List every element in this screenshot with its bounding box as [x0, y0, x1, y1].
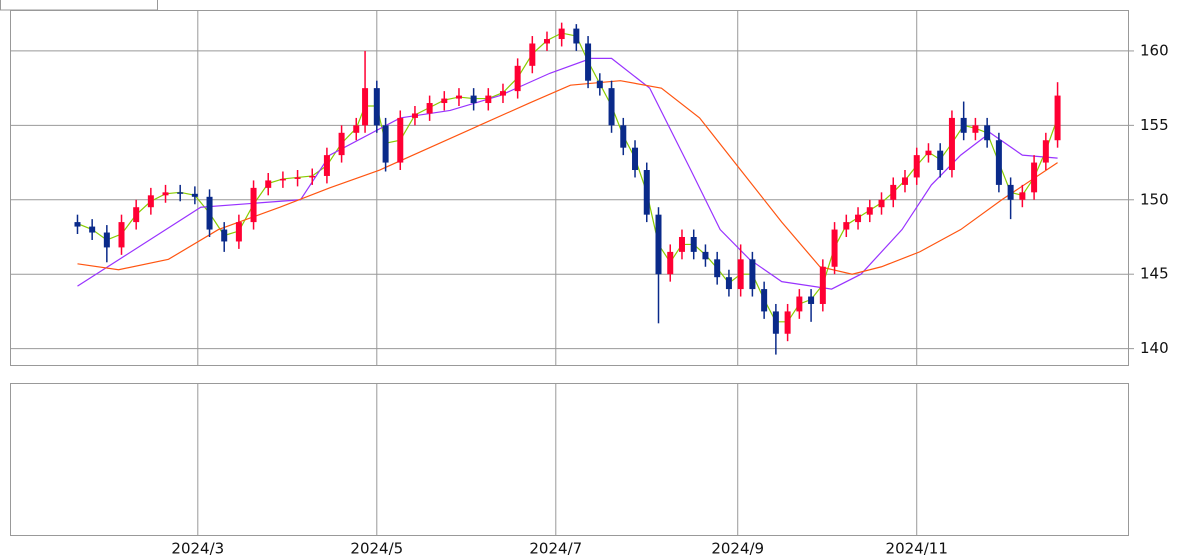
- candle-body: [250, 187, 257, 223]
- candle-body: [667, 251, 674, 275]
- candle-body: [147, 195, 154, 208]
- candle-body: [948, 117, 955, 171]
- candle-body: [843, 222, 850, 230]
- ma-line: [77, 80, 1058, 275]
- x-tick-label: 2024/5: [350, 540, 403, 558]
- candle-body: [925, 150, 932, 156]
- candle-body: [1007, 184, 1014, 200]
- candle-body: [558, 28, 565, 40]
- candle-body: [177, 192, 184, 194]
- candle-body: [761, 289, 768, 312]
- candle-body: [499, 91, 506, 96]
- candle-body: [855, 214, 862, 223]
- candle-body: [485, 95, 492, 104]
- candle-body: [901, 177, 908, 185]
- candle-body: [426, 103, 433, 114]
- y-tick-label: 160: [1140, 41, 1169, 59]
- candle-body: [309, 175, 316, 178]
- candle-body: [206, 196, 213, 230]
- candle-body: [913, 155, 920, 178]
- candle-body: [514, 65, 521, 92]
- candle-body: [362, 88, 369, 126]
- candle-body: [960, 117, 967, 133]
- candle-body: [702, 251, 709, 260]
- main-panel: [10, 10, 1129, 366]
- candle-body: [353, 125, 360, 133]
- candle-body: [749, 259, 756, 290]
- y-tick-label: 140: [1140, 339, 1169, 357]
- candle-body: [373, 88, 380, 126]
- candle-body: [608, 88, 615, 126]
- candle-body: [995, 140, 1002, 185]
- candle-body: [585, 43, 592, 81]
- x-tick-label: 2024/3: [171, 540, 224, 558]
- candle-body: [543, 39, 550, 44]
- candle-body: [573, 28, 580, 44]
- candle-body: [866, 207, 873, 215]
- candle-body: [294, 177, 301, 179]
- candle-body: [1042, 140, 1049, 163]
- candle-body: [411, 113, 418, 118]
- candle-body: [455, 95, 462, 99]
- candle-body: [714, 259, 721, 278]
- info-box: [0, 0, 158, 11]
- candle-body: [1031, 162, 1038, 193]
- candle-body: [772, 311, 779, 334]
- candle-body: [972, 125, 979, 133]
- ma-line: [77, 32, 1059, 323]
- x-tick-label: 2024/11: [886, 540, 948, 558]
- candle-body: [382, 125, 389, 163]
- candle-body: [784, 311, 791, 334]
- candle-body: [596, 80, 603, 89]
- candle-body: [323, 155, 330, 176]
- candle-body: [441, 98, 448, 104]
- candle-body: [221, 229, 228, 242]
- candle-body: [819, 266, 826, 304]
- x-tick-label: 2024/7: [529, 540, 582, 558]
- candle-body: [162, 192, 169, 196]
- candle-body: [103, 232, 110, 248]
- candle-body: [470, 95, 477, 104]
- x-tick-label: 2024/9: [711, 540, 764, 558]
- candle-body: [643, 170, 650, 215]
- candle-body: [655, 214, 662, 275]
- candle-body: [737, 259, 744, 290]
- candle-body: [890, 184, 897, 200]
- candle-body: [118, 222, 125, 248]
- candle-body: [678, 236, 685, 252]
- candle-body: [937, 150, 944, 171]
- candle-body: [529, 43, 536, 66]
- candle-body: [878, 199, 885, 208]
- candle-body: [89, 226, 96, 233]
- candle-body: [796, 296, 803, 312]
- candle-body: [632, 147, 639, 171]
- candle-body: [235, 222, 242, 242]
- candle-body: [133, 207, 140, 223]
- sub-panel: [10, 383, 1129, 536]
- candle-body: [191, 193, 198, 197]
- candle-body: [984, 125, 991, 141]
- candle-body: [620, 125, 627, 148]
- y-tick-label: 150: [1140, 190, 1169, 208]
- candle-body: [397, 117, 404, 163]
- y-tick-label: 155: [1140, 116, 1169, 134]
- candle-body: [338, 132, 345, 156]
- y-tick-label: 145: [1140, 265, 1169, 283]
- candle-body: [831, 229, 838, 267]
- candle-body: [1054, 95, 1061, 141]
- candle-body: [808, 296, 815, 304]
- candle-body: [74, 222, 81, 227]
- candle-body: [265, 180, 272, 188]
- candle-body: [725, 277, 732, 290]
- candle-body: [690, 236, 697, 252]
- candle-body: [1019, 192, 1026, 200]
- candle-body: [279, 178, 286, 181]
